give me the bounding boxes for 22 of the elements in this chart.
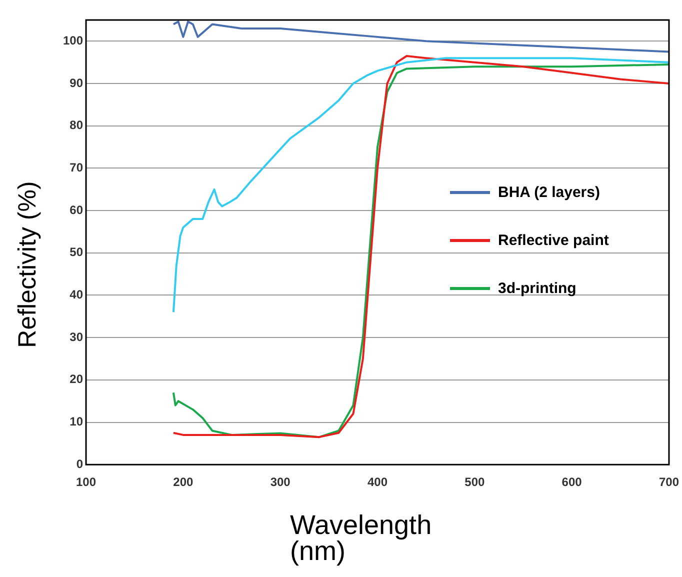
x-tick-label: 700 — [658, 475, 680, 490]
y-tick-label: 100 — [62, 33, 84, 48]
y-tick-label: 80 — [70, 118, 84, 132]
y-tick-label: 20 — [70, 372, 84, 386]
y-tick-label: 50 — [70, 245, 84, 260]
legend-label: Reflective paint — [498, 232, 609, 248]
y-tick-label: 40 — [70, 288, 84, 302]
x-axis-title: Wavelength (nm) — [290, 510, 433, 566]
x-tick-label: 300 — [270, 475, 291, 490]
y-tick-label: 60 — [70, 202, 84, 217]
x-tick-label: 200 — [173, 475, 194, 490]
y-tick-label: 30 — [70, 330, 84, 344]
y-tick-label: 10 — [70, 414, 84, 429]
x-tick-label: 400 — [367, 475, 388, 490]
legend-label: BHA (2 layers) — [498, 184, 600, 200]
y-axis-title: Reflectivity (%) — [14, 180, 42, 350]
y-tick-label: 0 — [76, 456, 84, 471]
x-tick-label: 500 — [464, 475, 485, 490]
y-tick-label: 90 — [70, 76, 84, 90]
x-tick-label: 600 — [562, 475, 582, 490]
legend-label: 3d-printing — [498, 280, 576, 296]
y-tick-label: 70 — [70, 160, 84, 175]
